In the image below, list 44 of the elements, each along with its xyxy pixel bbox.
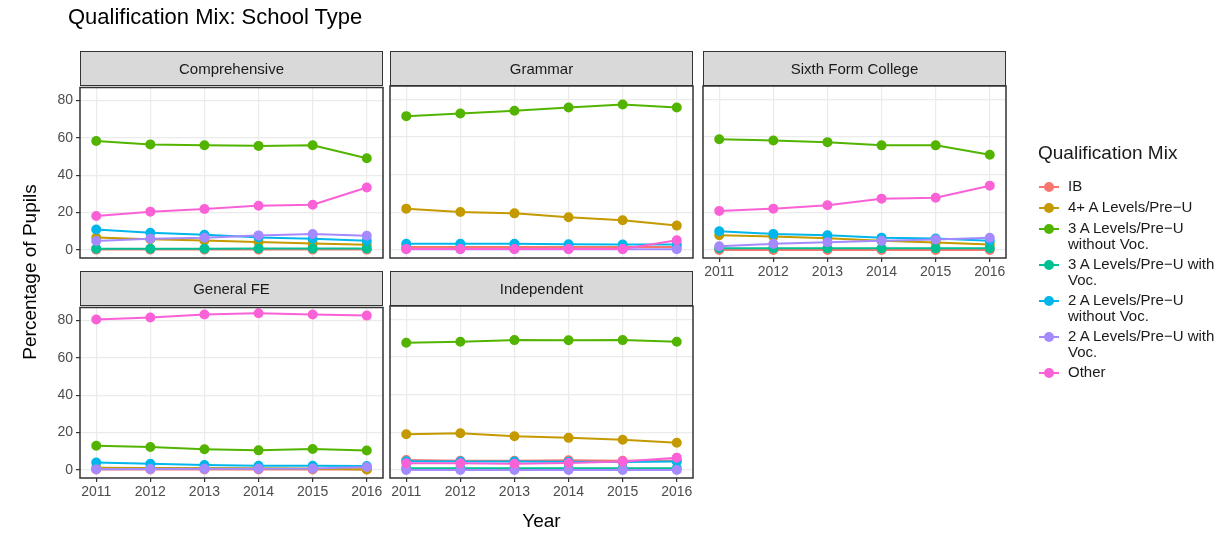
legend-label: 2 A Levels/Pre−U without Voc. [1068, 291, 1185, 324]
y-tick-label: 80 [57, 91, 74, 108]
legend-label: 2 A Levels/Pre−U with Voc. [1068, 327, 1216, 360]
x-tick-label: 2014 [242, 483, 275, 500]
y-tick-label: 40 [57, 166, 74, 183]
x-tick-label: 2011 [704, 263, 735, 280]
legend-label: IB [1068, 177, 1084, 194]
x-tick-label: 2011 [81, 483, 112, 500]
text: Qualification Mix: School Type [68, 4, 363, 30]
y-tick-label: 80 [57, 311, 74, 328]
chart-title: Grammar [390, 51, 693, 86]
chart-title: General FE [80, 271, 383, 306]
chart-title: Comprehensive [80, 51, 383, 86]
x-tick-label: 2015 [607, 483, 639, 500]
x-tick-label: 2016 [351, 483, 383, 500]
y-tick-label: 20 [57, 423, 74, 440]
x-tick-label: 2012 [444, 483, 477, 500]
x-axis-title: Year [522, 510, 561, 532]
x-tick-label: 2013 [188, 483, 221, 500]
legend-label: Other [1068, 363, 1107, 380]
y-tick-label: 20 [57, 203, 74, 220]
chart-title: Independent [390, 271, 693, 306]
x-tick-label: 2013 [811, 263, 844, 280]
y-tick-label: 60 [57, 348, 74, 365]
legend-label: 4+ A Levels/Pre−U [1068, 198, 1194, 215]
x-tick-label: 2016 [974, 263, 1006, 280]
y-tick-label: 60 [57, 128, 74, 145]
y-tick-label: 0 [65, 240, 74, 257]
y-tick-label: 0 [65, 460, 74, 477]
x-tick-label: 2014 [865, 263, 898, 280]
y-tick-label: 40 [57, 386, 74, 403]
legend-title: Qualification Mix [1038, 142, 1179, 164]
x-tick-label: 2014 [552, 483, 585, 500]
y-axis-title: Percentage of Pupils [19, 184, 41, 360]
legend-label: 3 A Levels/Pre−U without Voc. [1068, 219, 1185, 252]
x-tick-label: 2015 [297, 483, 329, 500]
chart-title: Sixth Form College [703, 51, 1006, 86]
x-tick-label: 2011 [391, 483, 422, 500]
x-tick-label: 2012 [757, 263, 790, 280]
x-tick-label: 2015 [920, 263, 952, 280]
x-tick-label: 2016 [661, 483, 693, 500]
x-tick-label: 2012 [134, 483, 167, 500]
legend-label: 3 A Levels/Pre−U with Voc. [1068, 255, 1216, 288]
x-tick-label: 2013 [498, 483, 531, 500]
